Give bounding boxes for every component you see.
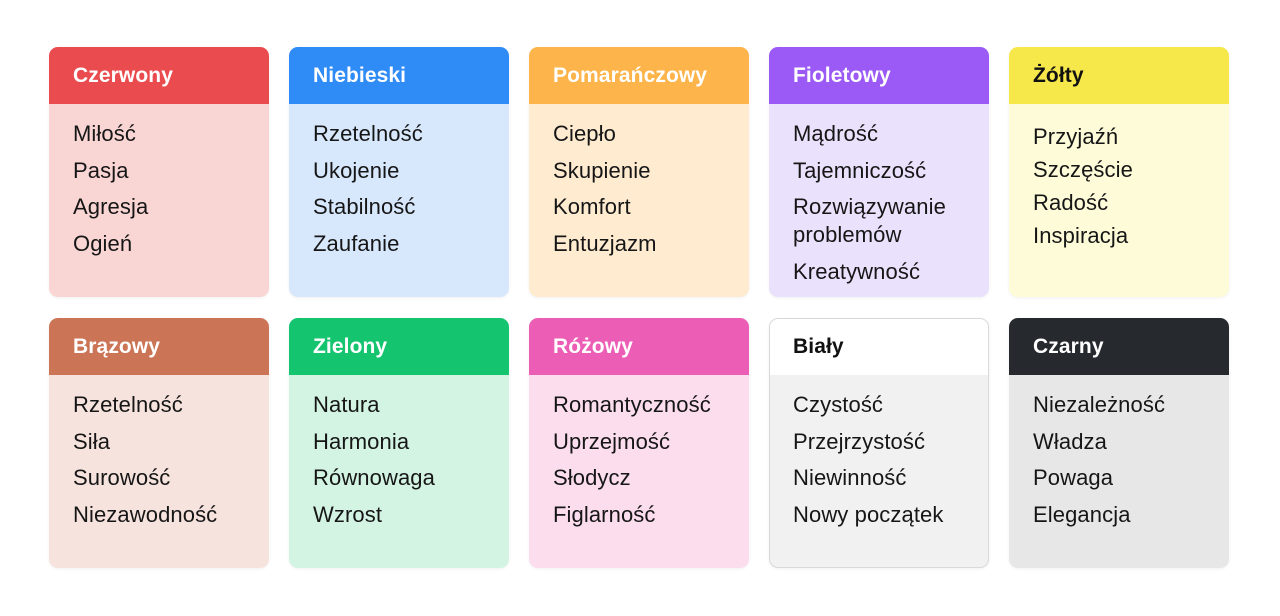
card-body: Rzetelność Ukojenie Stabilność Zaufanie xyxy=(289,104,509,297)
list-item: Mądrość xyxy=(793,121,879,146)
card-title: Pomarańczowy xyxy=(553,63,708,87)
card-title: Zielony xyxy=(313,334,388,358)
list-item: Kreatywność xyxy=(793,258,921,284)
card-header: Zielony xyxy=(289,318,509,375)
card-title: Biały xyxy=(793,335,844,358)
list-item: Surowość xyxy=(73,465,171,490)
list-item: Skupienie xyxy=(553,157,651,183)
card-header: Różowy xyxy=(529,318,749,375)
list-item: Słodycz xyxy=(553,465,631,490)
list-item: Komfort xyxy=(553,194,631,219)
list-item: Niezależność xyxy=(1033,392,1166,417)
card-body: Natura Harmonia Równowaga Wzrost xyxy=(289,375,509,568)
card-brazowy: Brązowy Rzetelność Siła Surowość Niezawo… xyxy=(49,318,269,568)
card-zolty: Żółty Przyjaźń Szczęście Radość Inspirac… xyxy=(1009,47,1229,297)
card-fioletowy: Fioletowy Mądrość Tajemniczość Rozwiązyw… xyxy=(769,47,989,297)
card-header: Pomarańczowy xyxy=(529,47,749,104)
card-header: Fioletowy xyxy=(769,47,989,104)
card-title: Brązowy xyxy=(73,334,161,358)
list-item: Ogień xyxy=(73,230,133,256)
card-title: Czerwony xyxy=(73,63,173,87)
card-header: Czerwony xyxy=(49,47,269,104)
card-header: Brązowy xyxy=(49,318,269,375)
list-item: Powaga xyxy=(1033,465,1114,490)
card-title: Różowy xyxy=(553,334,633,358)
list-item: Inspiracja xyxy=(1033,223,1129,248)
list-item: Nowy początek xyxy=(793,501,944,527)
card-body: Mądrość Tajemniczość Rozwiązywanie probl… xyxy=(769,104,989,297)
card-body: Niezależność Władza Powaga Elegancja xyxy=(1009,375,1229,568)
card-rozowy: Różowy Romantyczność Uprzejmość Słodycz … xyxy=(529,318,749,568)
card-header: Żółty xyxy=(1009,47,1229,104)
card-title: Niebieski xyxy=(313,63,407,87)
list-item: Wzrost xyxy=(313,501,383,527)
card-body: Ciepło Skupienie Komfort Entuzjazm xyxy=(529,104,749,297)
list-item: Stabilność xyxy=(313,194,416,219)
list-item: Figlarność xyxy=(553,501,656,527)
list-item: Rzetelność xyxy=(73,392,183,417)
card-czerwony: Czerwony Miłość Pasja Agresja Ogień xyxy=(49,47,269,297)
list-item: Władza xyxy=(1033,428,1107,454)
card-bialy: Biały Czystość Przejrzystość Niewinność … xyxy=(769,318,989,568)
list-item: Przejrzystość xyxy=(793,428,926,454)
card-body: Przyjaźń Szczęście Radość Inspiracja xyxy=(1009,104,1229,297)
list-item: Agresja xyxy=(73,194,149,219)
card-czarny: Czarny Niezależność Władza Powaga Elegan… xyxy=(1009,318,1229,568)
card-body: Romantyczność Uprzejmość Słodycz Figlarn… xyxy=(529,375,749,568)
list-item: Uprzejmość xyxy=(553,428,671,454)
card-title: Żółty xyxy=(1033,63,1084,87)
list-item: Zaufanie xyxy=(313,230,400,256)
list-item: Rozwiązywanie problemów xyxy=(793,194,946,247)
list-item: Natura xyxy=(313,392,380,417)
card-header: Czarny xyxy=(1009,318,1229,375)
list-item: Niezawodność xyxy=(73,501,218,527)
card-niebieski: Niebieski Rzetelność Ukojenie Stabilność… xyxy=(289,47,509,297)
list-item: Siła xyxy=(73,428,111,454)
card-header: Biały xyxy=(770,319,988,375)
list-item: Elegancja xyxy=(1033,501,1131,527)
list-item: Tajemniczość xyxy=(793,157,927,183)
card-body: Czystość Przejrzystość Niewinność Nowy p… xyxy=(770,375,988,567)
list-item: Romantyczność xyxy=(553,392,711,417)
card-pomaranczowy: Pomarańczowy Ciepło Skupienie Komfort En… xyxy=(529,47,749,297)
list-item: Równowaga xyxy=(313,465,435,490)
card-body: Rzetelność Siła Surowość Niezawodność xyxy=(49,375,269,568)
card-header: Niebieski xyxy=(289,47,509,104)
list-item: Czystość xyxy=(793,392,884,417)
list-item: Rzetelność xyxy=(313,121,423,146)
color-meaning-grid: Czerwony Miłość Pasja Agresja Ogień Nieb… xyxy=(49,47,1229,568)
list-item: Przyjaźń xyxy=(1033,124,1119,149)
list-item: Ciepło xyxy=(553,121,616,146)
list-item: Ukojenie xyxy=(313,157,400,183)
card-zielony: Zielony Natura Harmonia Równowaga Wzrost xyxy=(289,318,509,568)
list-item: Pasja xyxy=(73,157,129,183)
list-item: Radość xyxy=(1033,190,1109,215)
card-title: Czarny xyxy=(1033,334,1104,358)
list-item: Szczęście xyxy=(1033,157,1133,182)
card-title: Fioletowy xyxy=(793,63,891,87)
list-item: Miłość xyxy=(73,121,136,146)
list-item: Entuzjazm xyxy=(553,230,657,256)
card-body: Miłość Pasja Agresja Ogień xyxy=(49,104,269,297)
list-item: Harmonia xyxy=(313,428,410,454)
list-item: Niewinność xyxy=(793,465,907,490)
